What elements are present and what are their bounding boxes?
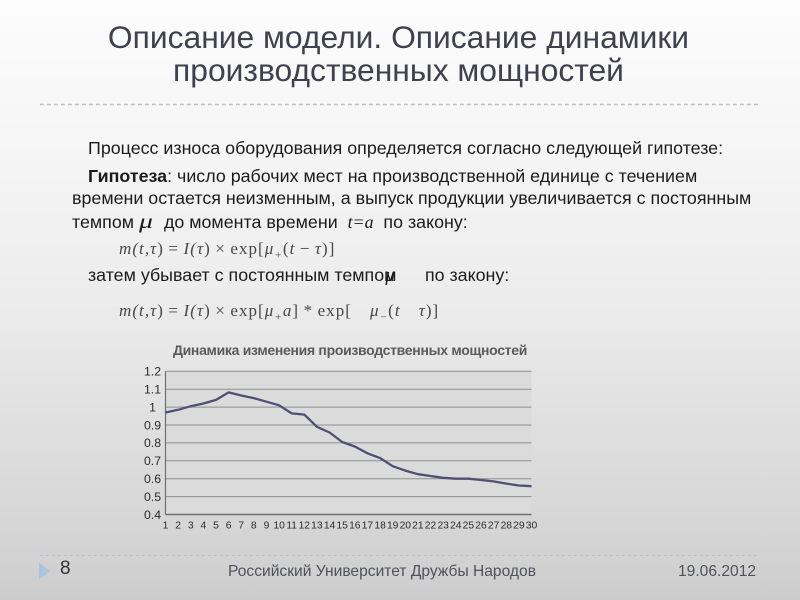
svg-text:23: 23 [437, 520, 449, 531]
svg-text:17: 17 [362, 520, 374, 531]
svg-text:8: 8 [251, 520, 257, 531]
svg-text:11: 11 [286, 520, 297, 531]
svg-text:5: 5 [213, 520, 219, 531]
svg-text:29: 29 [513, 520, 525, 531]
svg-text:30: 30 [526, 520, 538, 531]
svg-text:2: 2 [175, 520, 181, 531]
svg-text:1.1: 1.1 [144, 383, 161, 397]
svg-text:26: 26 [475, 520, 487, 531]
svg-text:1: 1 [163, 520, 169, 531]
svg-text:7: 7 [238, 520, 244, 531]
svg-text:22: 22 [425, 520, 437, 531]
svg-text:0.9: 0.9 [144, 418, 161, 432]
svg-text:4: 4 [201, 520, 207, 531]
svg-text:0.5: 0.5 [144, 490, 161, 504]
svg-text:27: 27 [488, 520, 500, 531]
svg-text:18: 18 [374, 520, 386, 531]
svg-text:28: 28 [501, 520, 513, 531]
svg-text:21: 21 [412, 520, 424, 531]
svg-text:24: 24 [450, 520, 462, 531]
svg-text:19: 19 [387, 520, 399, 531]
svg-text:3: 3 [188, 520, 194, 531]
svg-text:20: 20 [400, 520, 412, 531]
svg-text:0.6: 0.6 [144, 472, 161, 486]
svg-text:10: 10 [273, 520, 285, 531]
svg-text:1: 1 [149, 400, 156, 414]
svg-text:6: 6 [226, 520, 232, 531]
svg-text:15: 15 [336, 520, 348, 531]
svg-text:14: 14 [324, 520, 336, 531]
svg-text:0.4: 0.4 [144, 508, 161, 522]
svg-text:25: 25 [463, 520, 475, 531]
svg-text:12: 12 [299, 520, 311, 531]
svg-text:16: 16 [349, 520, 361, 531]
svg-text:1.2: 1.2 [144, 365, 161, 379]
svg-text:Динамика изменения производств: Динамика изменения производственных мощн… [173, 342, 527, 358]
svg-text:13: 13 [311, 520, 323, 531]
svg-text:0.8: 0.8 [144, 436, 161, 450]
svg-text:0.7: 0.7 [144, 454, 161, 468]
svg-text:9: 9 [264, 520, 270, 531]
